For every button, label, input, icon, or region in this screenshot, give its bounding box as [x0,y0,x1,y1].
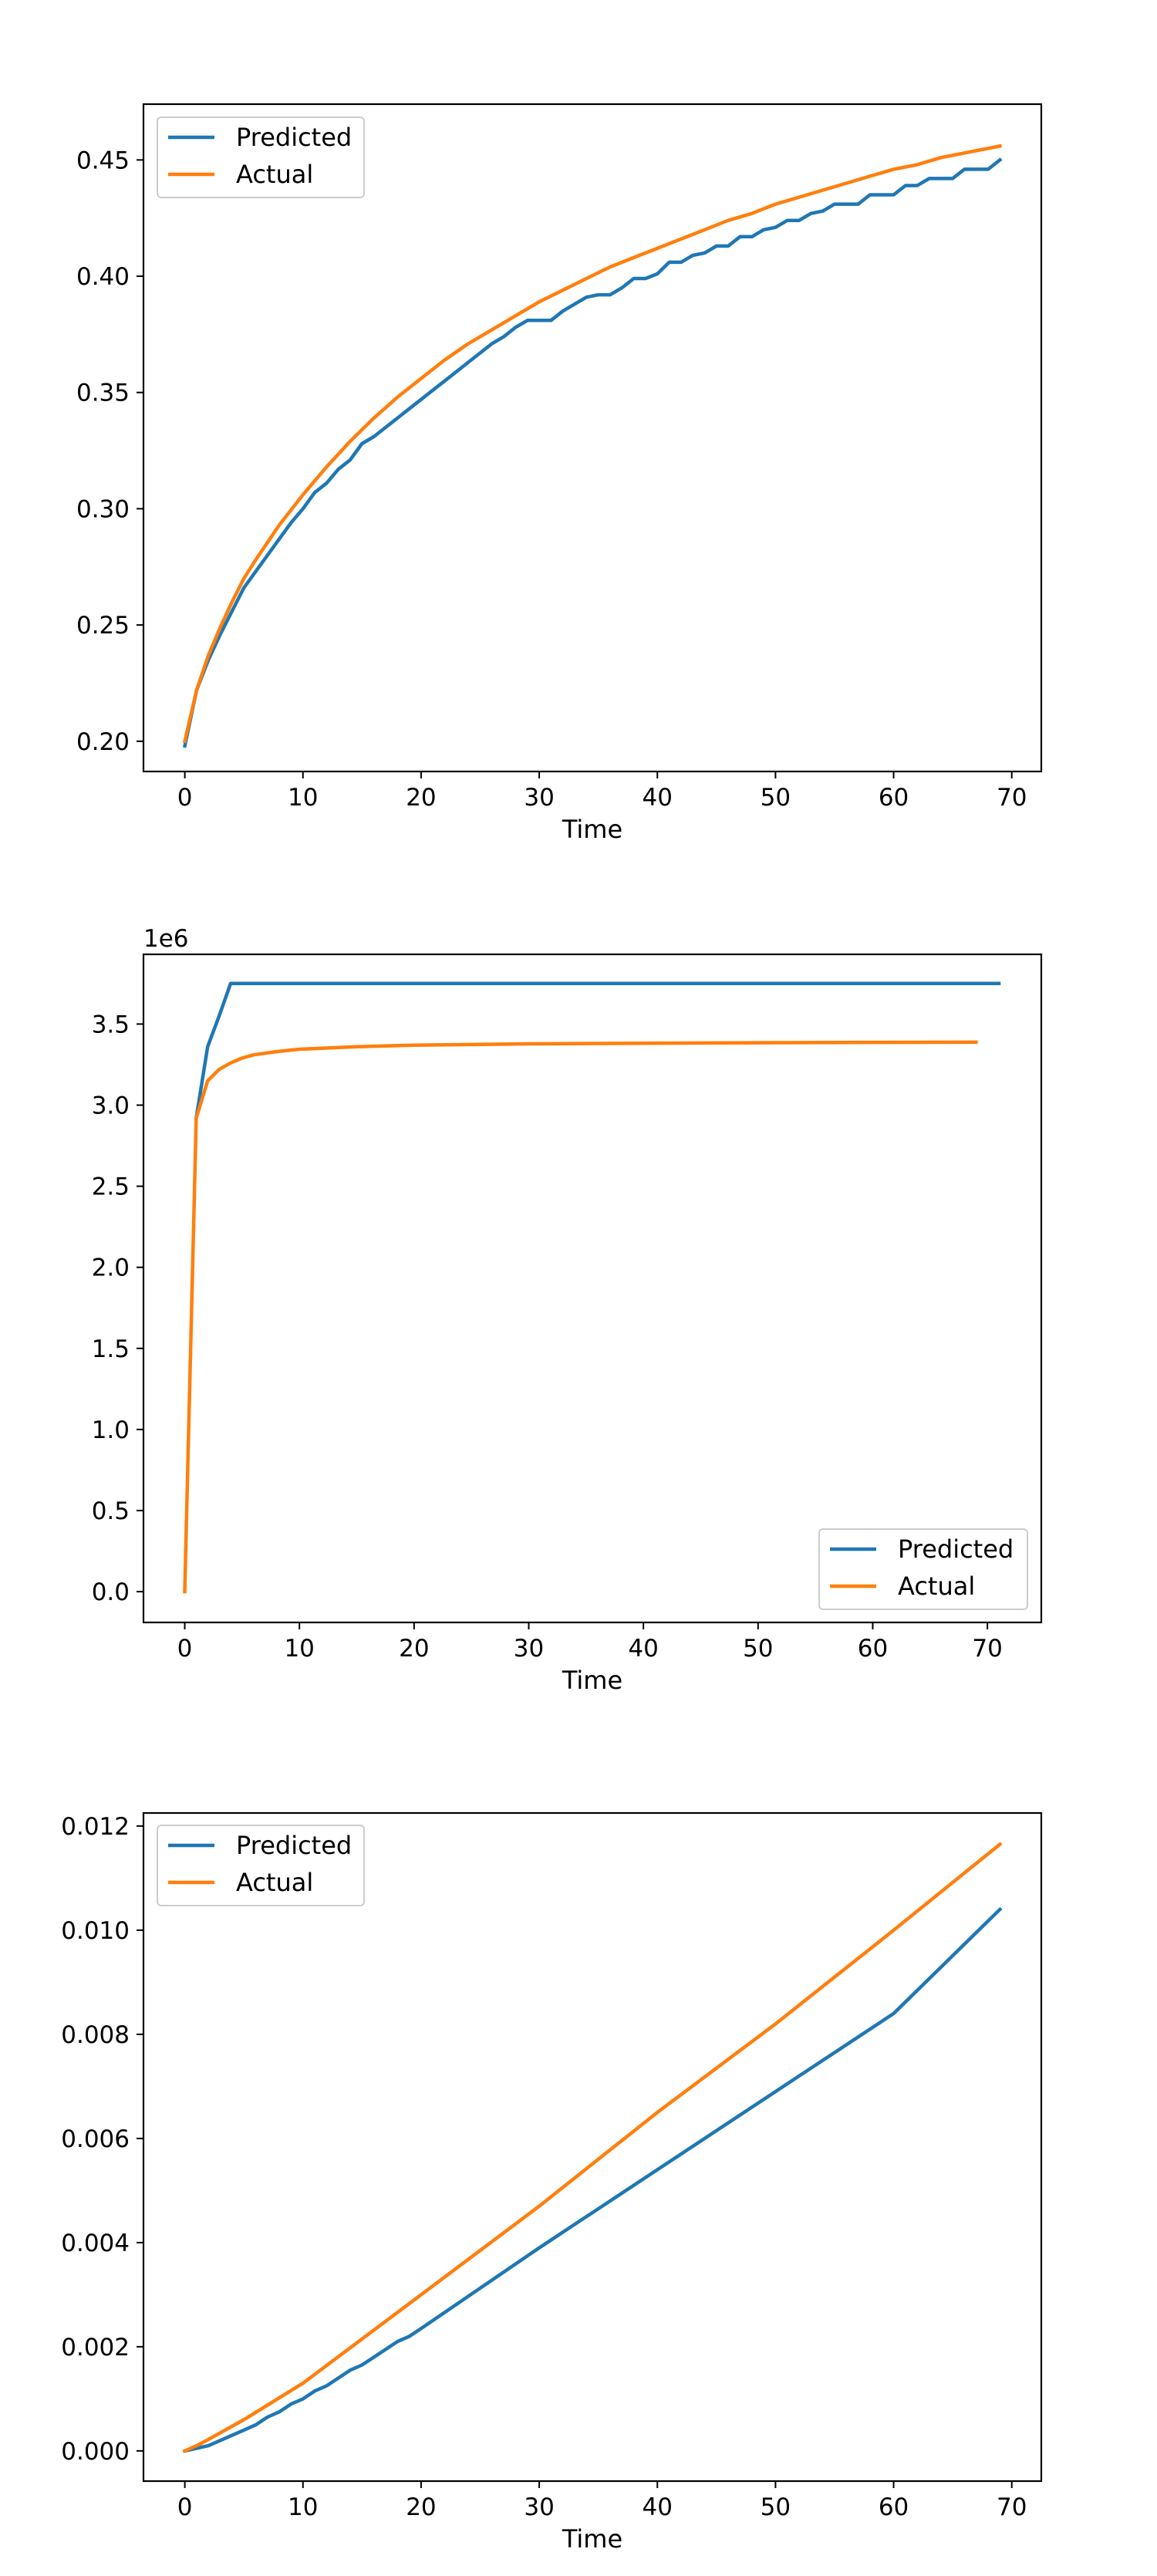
x-tick-label: 30 [524,784,554,812]
x-tick-label: 70 [997,784,1027,812]
y-tick-label: 0.25 [76,612,130,640]
legend-label-predicted: Predicted [236,123,352,152]
legend-label-actual: Actual [898,1572,975,1601]
y-tick-label: 1.5 [92,1335,130,1363]
x-tick-label: 50 [743,1635,773,1663]
legend: Predicted Actual [818,1528,1028,1610]
series-line-actual [183,1040,978,1594]
y-tick-label: 3.5 [92,1011,130,1038]
x-tick-label: 0 [177,2493,193,2521]
x-tick-label: 40 [643,2493,673,2521]
legend-label-actual: Actual [236,1868,313,1897]
x-axis-label: Time [562,1666,622,1695]
series-line-predicted [182,1906,1003,2453]
y-tick-label: 0.30 [76,495,130,523]
series-line-actual [182,143,1003,744]
x-tick-label: 40 [628,1635,658,1663]
x-tick-label: 70 [972,1635,1002,1663]
axes-frame [142,1811,1043,2483]
chart-3: 0 10 20 30 40 50 60 70 0.000 0.002 0.004 0.006 0.008… [61,1811,1043,2554]
x-tick-label: 30 [524,2493,554,2521]
legend: Predicted Actual [157,1825,365,1906]
x-tick-label: 60 [879,784,909,812]
y-tick-label: 3.0 [92,1092,130,1119]
y-tick-label: 0.000 [61,2438,130,2466]
y-tick-label: 0.35 [76,380,130,407]
series-line-predicted [182,157,1003,748]
y-tick-label: 0.006 [61,2125,130,2153]
legend-label-predicted: Predicted [898,1534,1014,1564]
axes-frame [142,103,1043,773]
axes-frame [142,953,1043,1624]
x-tick-label: 20 [399,1635,429,1663]
chart-2: 0 10 20 30 40 50 60 70 0.0 0.5 1.0 1.5 2.0 2.5 3.0 3.5 1… [92,925,1043,1695]
y-tick-label: 0.002 [61,2334,130,2362]
x-tick-label: 10 [284,1635,314,1663]
y-tick-label: 1.0 [92,1416,130,1444]
y-tick-label: 2.5 [92,1173,130,1201]
x-tick-label: 20 [406,2493,436,2521]
y-tick-label: 0.20 [76,728,130,756]
legend-label-predicted: Predicted [236,1831,352,1860]
x-tick-label: 0 [177,1635,193,1663]
y-tick-label: 0.40 [76,263,130,291]
series-line-predicted [194,981,1001,1120]
x-tick-label: 10 [288,2493,318,2521]
legend-label-actual: Actual [236,160,313,189]
x-tick-label: 40 [643,784,673,812]
legend: Predicted Actual [157,116,365,198]
y-tick-label: 0.008 [61,2021,130,2049]
y-offset-label: 1e6 [143,925,189,953]
y-tick-label: 0.012 [61,1813,130,1841]
x-tick-label: 60 [858,1635,888,1663]
chart-1: 0 10 20 30 40 50 60 70 0.20 0.25 0.30 0.35 0.40 0.45 T… [76,103,1043,844]
x-tick-label: 20 [406,784,436,812]
x-tick-label: 50 [761,2493,791,2521]
x-tick-label: 70 [997,2493,1027,2521]
x-tick-label: 50 [761,784,791,812]
x-tick-label: 60 [879,2493,909,2521]
y-tick-label: 0.010 [61,1917,130,1945]
x-tick-label: 10 [288,784,318,812]
x-axis-label: Time [562,2524,622,2554]
series-line-actual [182,1842,1003,2453]
x-axis-label: Time [562,815,622,844]
x-tick-label: 0 [177,784,193,812]
x-tick-label: 30 [514,1635,544,1663]
y-tick-label: 0.004 [61,2230,130,2257]
y-tick-label: 0.5 [92,1497,130,1525]
y-tick-label: 0.0 [92,1578,130,1606]
y-tick-label: 2.0 [92,1254,130,1282]
plot-area: 0 10 20 30 40 50 60 70 0.20 0.25 0.30 0.35 0.40 0.45 T… [61,103,1043,2554]
y-tick-label: 0.45 [76,147,130,174]
